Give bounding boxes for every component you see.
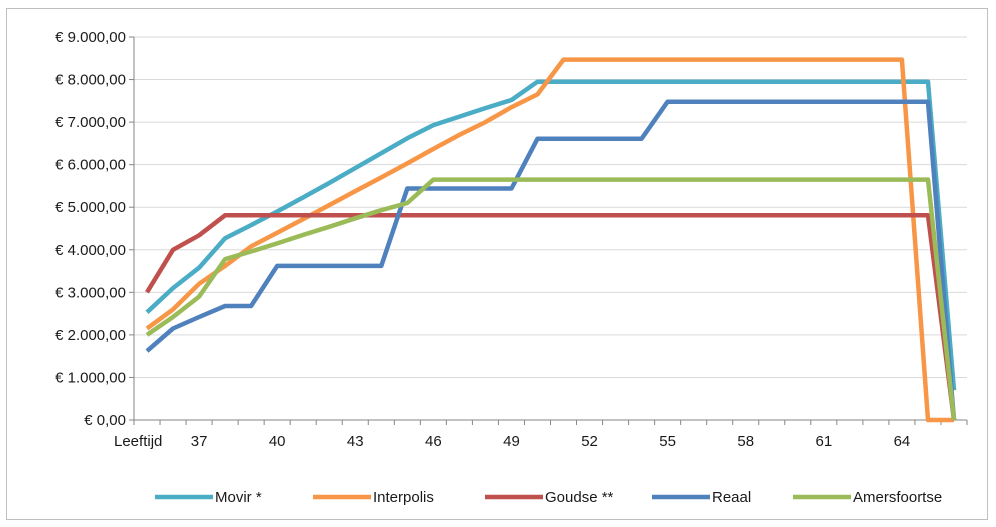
x-tick-label: Leeftijd	[114, 433, 162, 450]
series-line-movir	[145, 79, 957, 391]
series-line-reaal	[145, 99, 957, 421]
y-tick-label: € 7.000,00	[55, 114, 126, 131]
x-tick-label: 58	[737, 433, 754, 450]
x-tick-label: 55	[659, 433, 676, 450]
x-tick-label: 61	[815, 433, 832, 450]
series-line-goudse	[145, 213, 957, 421]
y-tick-label: € 9.000,00	[55, 29, 126, 46]
legend-label: Reaal	[712, 489, 751, 506]
x-tick-label: 37	[191, 433, 208, 450]
x-tick-label: 64	[894, 433, 911, 450]
y-tick-label: € 5.000,00	[55, 199, 126, 216]
legend-label: Amersfoortse	[853, 489, 942, 506]
x-tick-label: 43	[347, 433, 364, 450]
y-tick-label: € 1.000,00	[55, 369, 126, 386]
y-tick-label: € 6.000,00	[55, 157, 126, 174]
y-tick-label: € 4.000,00	[55, 242, 126, 259]
y-tick-label: € 0,00	[84, 412, 126, 429]
x-tick-label: 46	[425, 433, 442, 450]
x-tick-label: 49	[503, 433, 520, 450]
legend-label: Movir *	[215, 489, 262, 506]
y-tick-label: € 3.000,00	[55, 284, 126, 301]
series-line-interpolis	[145, 57, 954, 423]
legend-label: Goudse **	[545, 489, 614, 506]
x-tick-label: 52	[581, 433, 598, 450]
series-line-amersfoortse	[145, 177, 957, 421]
chart-frame	[6, 8, 988, 520]
x-tick-label: 40	[269, 433, 286, 450]
y-tick-label: € 2.000,00	[55, 327, 126, 344]
legend-label: Interpolis	[373, 489, 434, 506]
y-tick-label: € 8.000,00	[55, 72, 126, 89]
